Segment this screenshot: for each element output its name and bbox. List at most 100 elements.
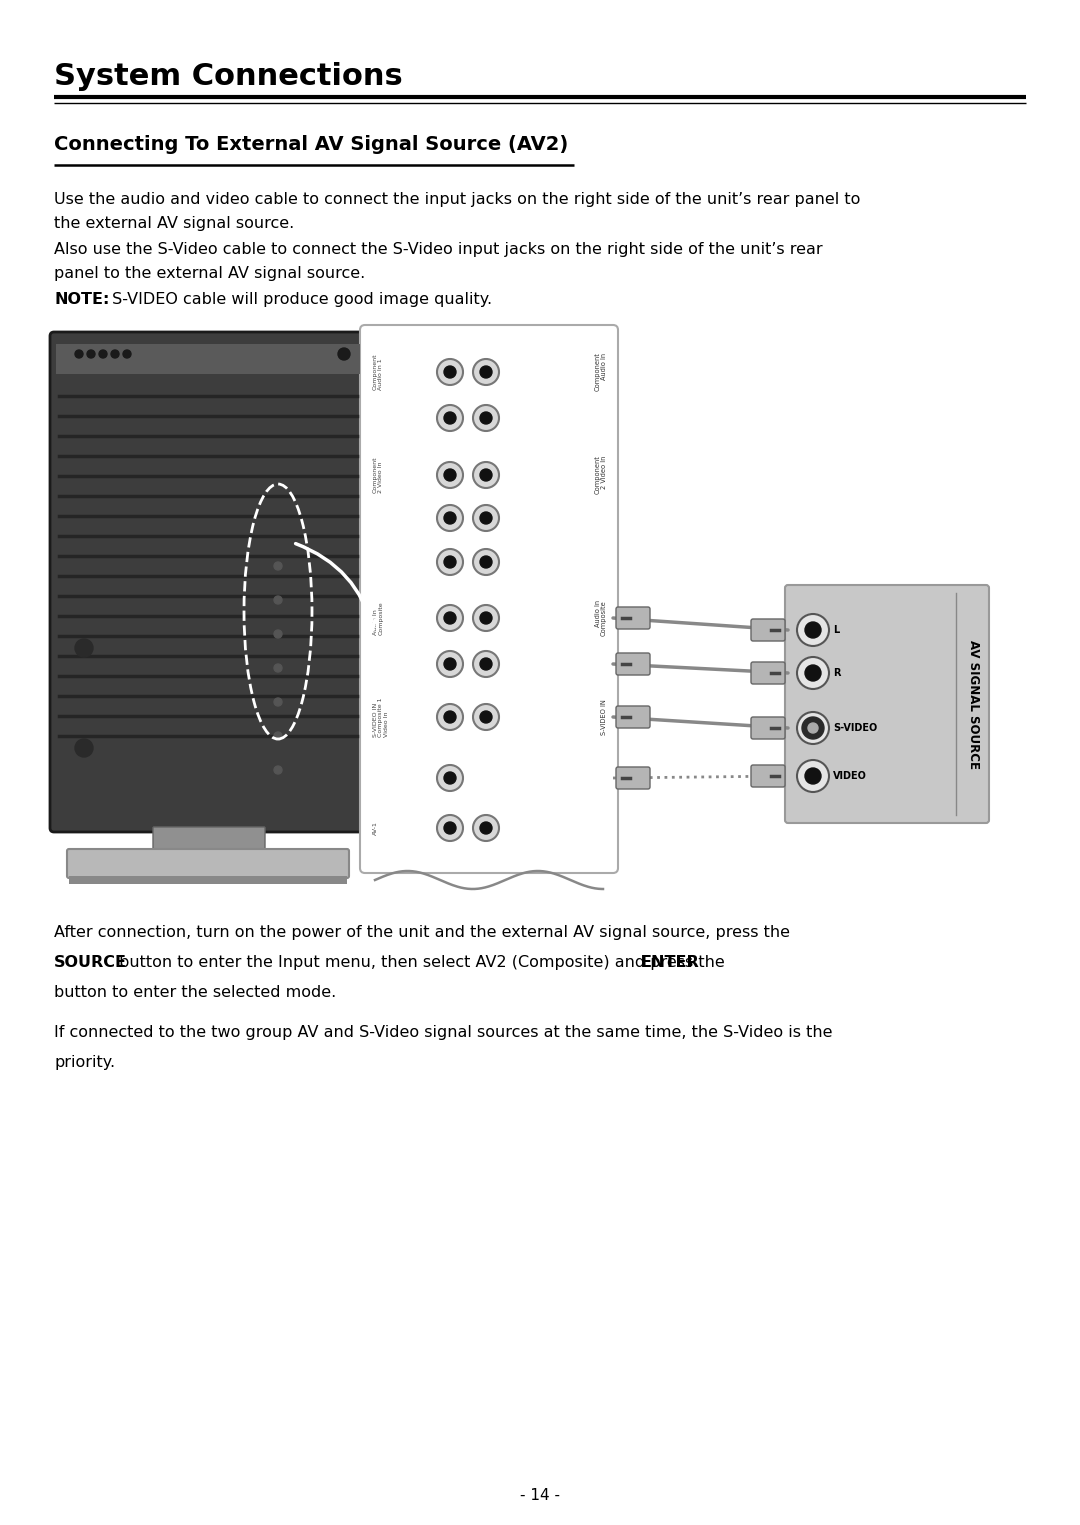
Text: Also use the S-Video cable to connect the S-Video input jacks on the right side : Also use the S-Video cable to connect th… xyxy=(54,242,823,258)
Circle shape xyxy=(437,406,463,432)
Circle shape xyxy=(444,772,456,784)
Circle shape xyxy=(797,657,829,689)
Circle shape xyxy=(437,814,463,840)
Text: S-VIDEO cable will produce good image quality.: S-VIDEO cable will produce good image qu… xyxy=(107,291,492,307)
Circle shape xyxy=(437,605,463,631)
Text: System Connections: System Connections xyxy=(54,63,403,92)
Circle shape xyxy=(473,814,499,840)
Text: VIDEO: VIDEO xyxy=(833,772,867,781)
Text: NOTE:: NOTE: xyxy=(54,291,109,307)
Circle shape xyxy=(480,711,492,723)
Circle shape xyxy=(338,348,350,360)
Text: R: R xyxy=(833,668,840,679)
Circle shape xyxy=(99,351,107,358)
Circle shape xyxy=(473,705,499,730)
Text: AV SIGNAL SOURCE: AV SIGNAL SOURCE xyxy=(968,639,981,769)
Circle shape xyxy=(802,717,824,740)
Circle shape xyxy=(805,769,821,784)
Circle shape xyxy=(480,470,492,480)
Text: Component
Audio In: Component Audio In xyxy=(594,352,607,392)
Circle shape xyxy=(444,822,456,834)
FancyArrowPatch shape xyxy=(296,543,375,630)
Circle shape xyxy=(480,412,492,424)
Text: Audio In
Composite: Audio In Composite xyxy=(373,601,383,634)
Text: After connection, turn on the power of the unit and the external AV signal sourc: After connection, turn on the power of t… xyxy=(54,926,789,939)
Circle shape xyxy=(473,406,499,432)
Circle shape xyxy=(111,351,119,358)
Circle shape xyxy=(797,615,829,647)
Text: S-VIDEO IN
Composite 1
Video In: S-VIDEO IN Composite 1 Video In xyxy=(373,697,389,737)
Text: button to enter the Input menu, then select AV2 (Composite) and press the: button to enter the Input menu, then sel… xyxy=(114,955,730,970)
FancyBboxPatch shape xyxy=(616,653,650,676)
FancyBboxPatch shape xyxy=(69,875,347,884)
Text: AV-1: AV-1 xyxy=(373,820,378,836)
Circle shape xyxy=(444,612,456,624)
Circle shape xyxy=(274,698,282,706)
Circle shape xyxy=(805,665,821,682)
Circle shape xyxy=(75,740,93,756)
Text: the external AV signal source.: the external AV signal source. xyxy=(54,217,294,230)
Circle shape xyxy=(444,412,456,424)
FancyBboxPatch shape xyxy=(616,607,650,628)
Circle shape xyxy=(473,549,499,575)
Text: S-VIDEO IN: S-VIDEO IN xyxy=(600,698,607,735)
Circle shape xyxy=(437,358,463,384)
Circle shape xyxy=(274,563,282,570)
Circle shape xyxy=(480,657,492,669)
Circle shape xyxy=(437,651,463,677)
FancyBboxPatch shape xyxy=(153,827,265,849)
FancyBboxPatch shape xyxy=(751,717,785,740)
FancyBboxPatch shape xyxy=(616,767,650,788)
Circle shape xyxy=(437,505,463,531)
Circle shape xyxy=(797,759,829,791)
Circle shape xyxy=(480,612,492,624)
Circle shape xyxy=(75,351,83,358)
Text: Use the audio and video cable to connect the input jacks on the right side of th: Use the audio and video cable to connect… xyxy=(54,192,861,207)
Circle shape xyxy=(274,596,282,604)
Circle shape xyxy=(274,732,282,740)
Circle shape xyxy=(437,549,463,575)
FancyBboxPatch shape xyxy=(50,332,366,833)
Circle shape xyxy=(805,622,821,637)
Circle shape xyxy=(75,639,93,657)
Text: Audio In
Composite: Audio In Composite xyxy=(594,601,607,636)
Circle shape xyxy=(473,605,499,631)
Circle shape xyxy=(274,663,282,673)
FancyBboxPatch shape xyxy=(360,325,618,872)
Circle shape xyxy=(473,505,499,531)
Text: Connecting To External AV Signal Source (AV2): Connecting To External AV Signal Source … xyxy=(54,136,568,154)
Circle shape xyxy=(437,705,463,730)
FancyBboxPatch shape xyxy=(785,586,989,824)
Circle shape xyxy=(274,630,282,637)
FancyBboxPatch shape xyxy=(751,662,785,685)
Text: ENTER: ENTER xyxy=(640,955,699,970)
FancyBboxPatch shape xyxy=(751,766,785,787)
Circle shape xyxy=(123,351,131,358)
Circle shape xyxy=(797,712,829,744)
Text: If connected to the two group AV and S-Video signal sources at the same time, th: If connected to the two group AV and S-V… xyxy=(54,1025,833,1040)
Circle shape xyxy=(87,351,95,358)
Text: SOURCE: SOURCE xyxy=(54,955,127,970)
FancyBboxPatch shape xyxy=(67,849,349,878)
FancyBboxPatch shape xyxy=(751,619,785,640)
Circle shape xyxy=(473,651,499,677)
Circle shape xyxy=(444,512,456,525)
Text: Component
Audio In 1: Component Audio In 1 xyxy=(373,354,383,390)
Text: L: L xyxy=(833,625,839,634)
Circle shape xyxy=(444,470,456,480)
Circle shape xyxy=(444,657,456,669)
Circle shape xyxy=(480,557,492,567)
FancyBboxPatch shape xyxy=(56,345,360,374)
Circle shape xyxy=(444,711,456,723)
Text: button to enter the selected mode.: button to enter the selected mode. xyxy=(54,985,336,1000)
Text: panel to the external AV signal source.: panel to the external AV signal source. xyxy=(54,265,365,281)
Text: - 14 -: - 14 - xyxy=(519,1488,561,1504)
Circle shape xyxy=(480,512,492,525)
Circle shape xyxy=(444,366,456,378)
Circle shape xyxy=(808,723,818,734)
FancyBboxPatch shape xyxy=(616,706,650,727)
Text: Component
2 Video In: Component 2 Video In xyxy=(594,456,607,494)
Circle shape xyxy=(473,462,499,488)
Circle shape xyxy=(473,358,499,384)
Circle shape xyxy=(274,766,282,775)
